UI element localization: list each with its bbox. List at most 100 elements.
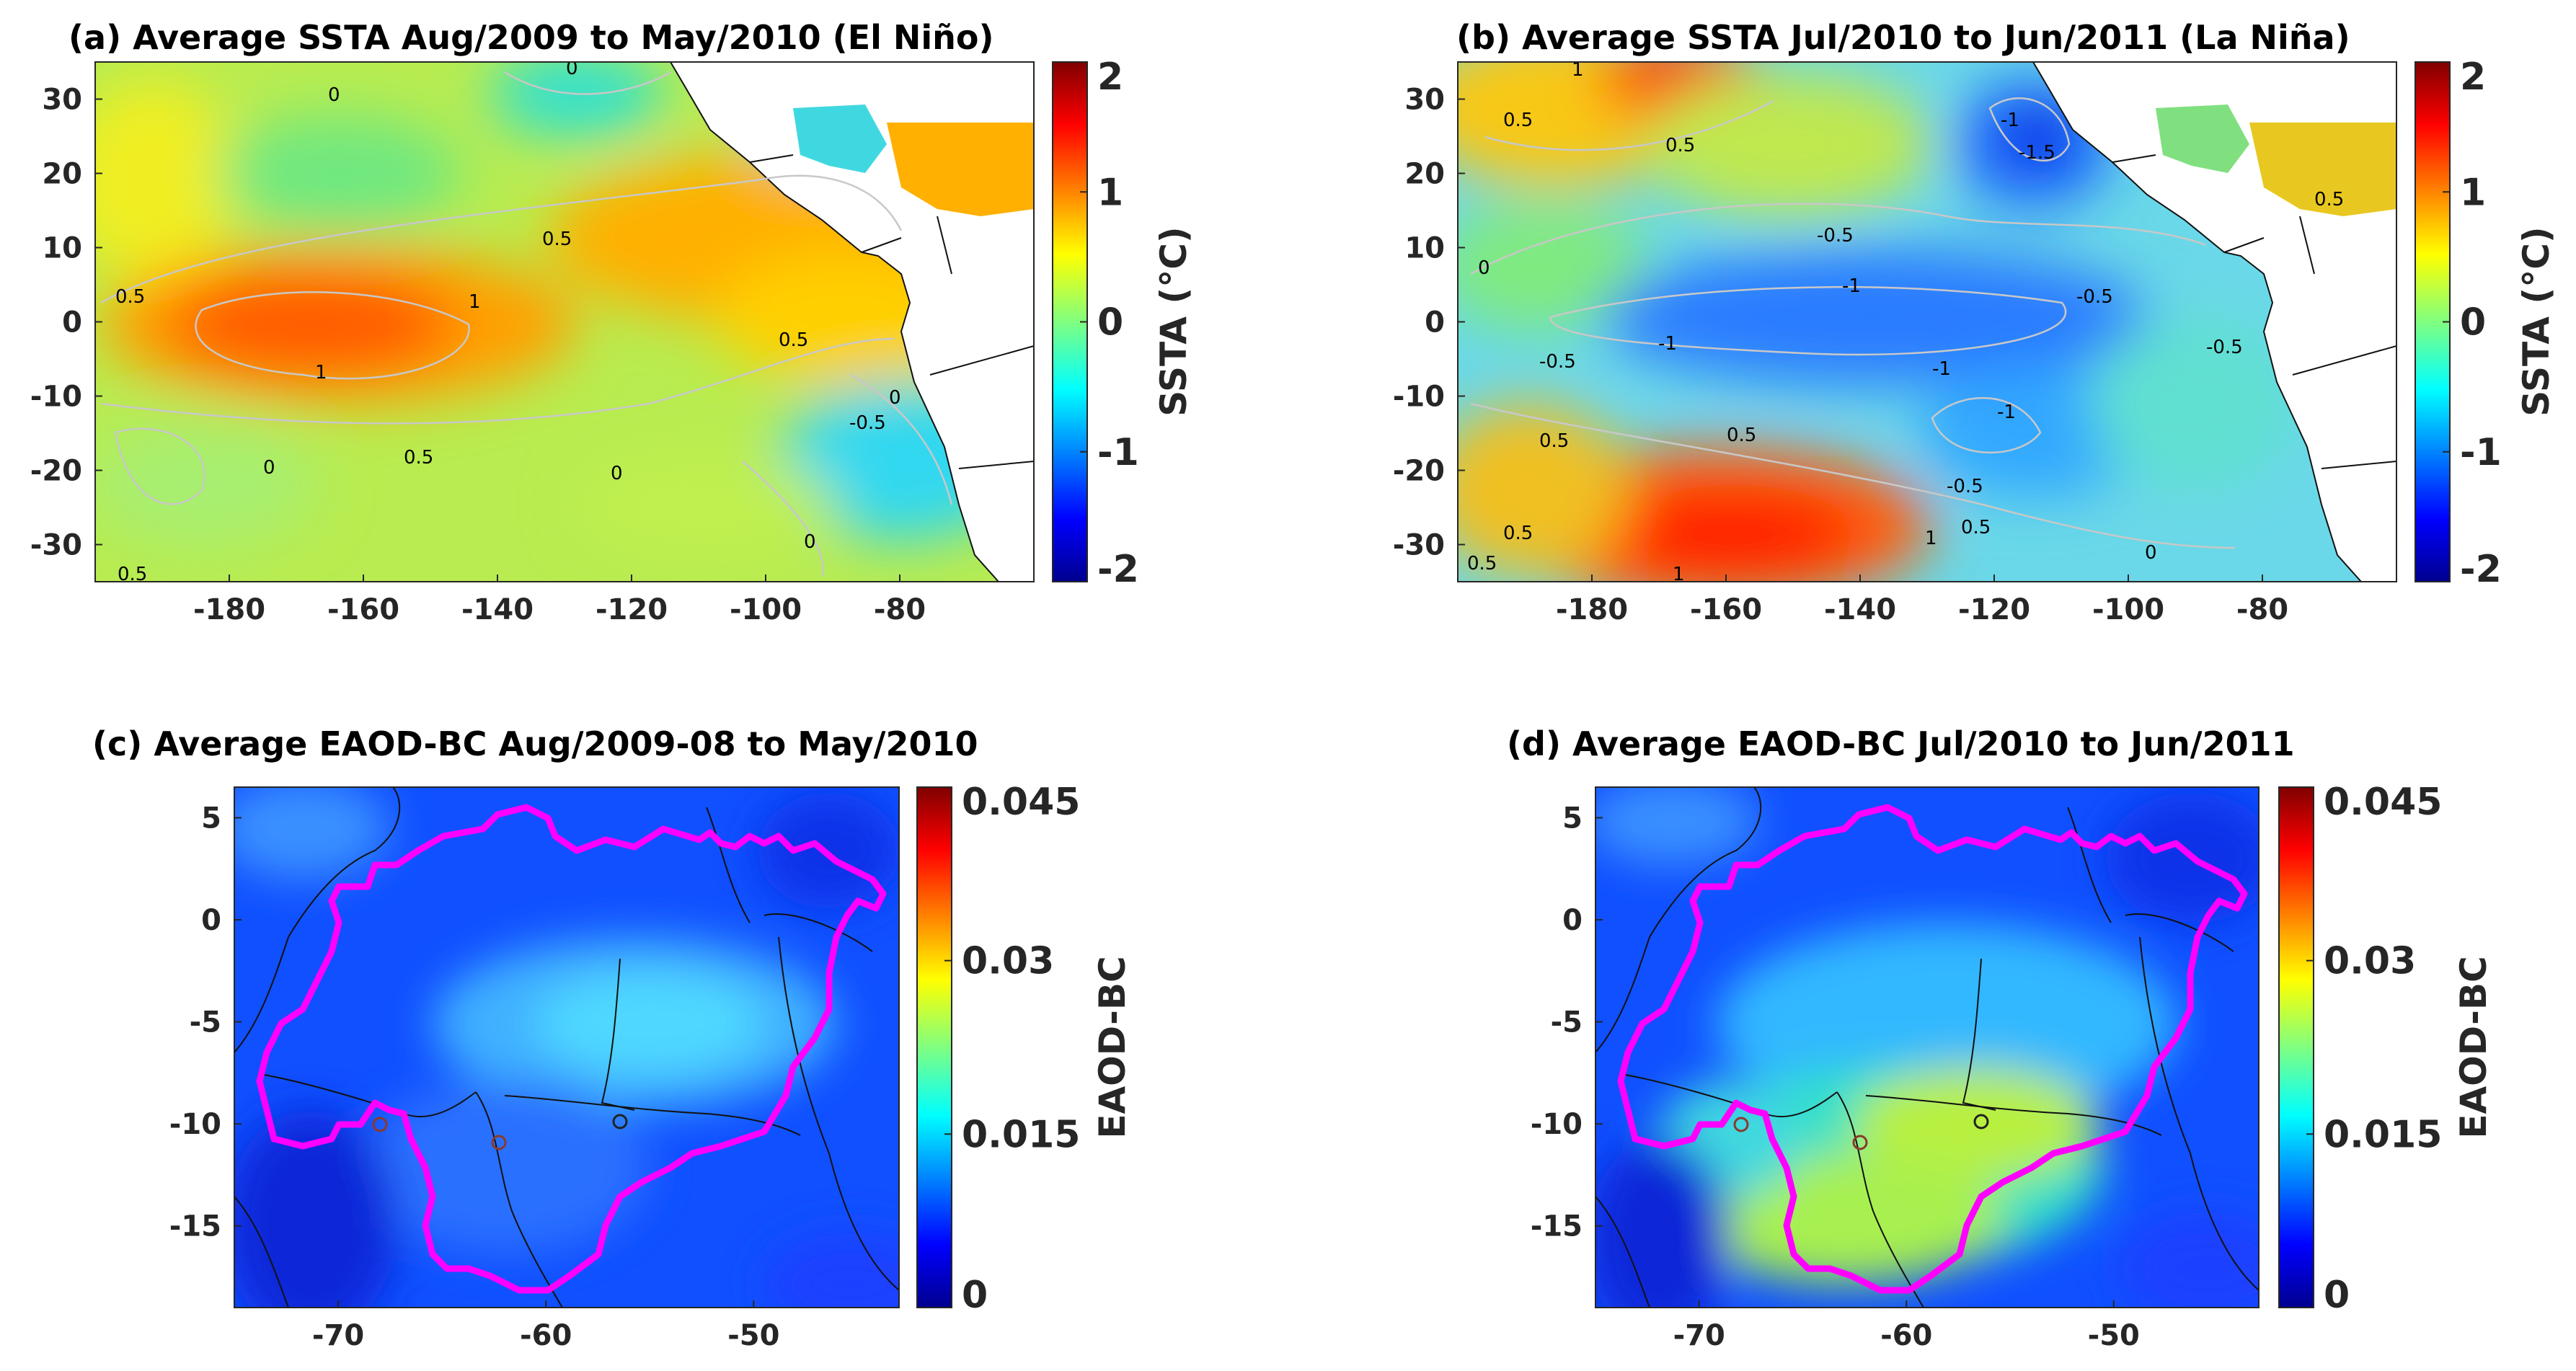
panel-a-contours [100,71,953,577]
y-tick-label: 30 [1404,84,1445,117]
contour-label: -0.5 [849,412,886,434]
x-tick-label: -100 [730,593,802,626]
x-tick-label: -50 [727,1319,779,1352]
colorbar-tick-label: -1 [2460,431,2502,474]
contour-label: -1 [1932,358,1951,380]
panel-d-frame [1595,786,2259,1308]
panel-d-borders [1595,787,2259,1308]
colorbar-tick-label: 0.015 [962,1113,1080,1156]
panel-b-map: 1 0.5 0.5 -1 -1.5 0 -0.5 -1 -1 -0.5 -1 -… [1458,59,2396,582]
y-tick-label: -20 [1393,455,1445,488]
panel-a-title: (a) Average SSTA Aug/2009 to May/2010 (E… [68,18,994,57]
x-tick-label: -60 [520,1319,572,1352]
panel-b-contour-labels: 1 0.5 0.5 -1 -1.5 0 -0.5 -1 -1 -0.5 -1 -… [1467,59,2344,582]
y-tick-label: -15 [1531,1210,1583,1243]
colorbar-tick-label: 0.015 [2324,1113,2442,1156]
y-tick-label: 0 [1425,306,1445,340]
panel-c: (c) Average EAOD-BC Aug/2009-08 to May/2… [92,724,1133,1352]
colorbar-tick-label: 0 [1097,301,1123,345]
y-tick-label: 30 [42,84,82,117]
panel-a-contour-labels: 0 0 0.5 1 0.5 1 0.5 0.5 0 -0.5 0 0 0 0.5 [115,62,901,585]
panel-a-colorbar-label: SSTA (°C) [1153,226,1195,417]
y-tick-label: -10 [30,381,82,414]
colorbar-tick-label: 0.03 [2324,940,2416,983]
contour-label: 0 [1478,257,1490,279]
y-tick-label: -15 [169,1210,221,1243]
contour-label: 0.5 [1503,110,1533,131]
panel-c-colorbar-label: EAOD-BC [1092,956,1133,1138]
contour-label: 0.5 [2314,189,2344,210]
colorbar-tick-label: 0.045 [962,781,1080,824]
contour-label: 1 [469,291,481,313]
panel-c-frame [234,786,900,1308]
panel-c-amazon-boundary [256,804,887,1294]
site-marker [491,1135,507,1150]
panel-d-colorbar-label: EAOD-BC [2453,956,2495,1138]
contour-label: 0.5 [115,286,145,308]
contour-label: -1 [1658,333,1677,355]
x-tick-label: -160 [1690,593,1762,626]
y-tick-label: 0 [201,904,221,937]
colorbar-tick-label: 2 [2460,56,2486,99]
panel-c-ticks: -70 -60 -50 5 0 -5 -10 -15 [169,802,780,1352]
panel-b-colorbar-label: SSTA (°C) [2515,226,2557,417]
contour-label: -1 [1842,275,1861,297]
panel-d-ticks: -70 -60 -50 5 0 -5 -10 -15 [1531,802,2140,1352]
panel-a-map: 0 0 0.5 1 0.5 1 0.5 0.5 0 -0.5 0 0 0 0.5 [95,62,1034,585]
x-tick-label: -180 [1556,593,1628,626]
y-tick-label: 10 [42,232,82,265]
contour-label: 0.5 [779,329,808,351]
panel-b-contours [1470,97,2236,549]
contour-label: 0.5 [1961,517,1991,538]
y-tick-label: -10 [1531,1108,1583,1141]
contour-label: 0.5 [1727,425,1756,446]
contour-label: 0.5 [1467,553,1497,574]
site-marker [612,1114,628,1130]
y-tick-label: 20 [1404,158,1445,191]
contour-label: 0 [263,457,275,479]
y-tick-label: -5 [190,1006,221,1039]
colorbar-tick-label: 0 [2324,1274,2350,1317]
colorbar-tick-label: 0 [962,1274,988,1317]
y-tick-label: 5 [201,802,221,835]
panel-d-map [1595,787,2259,1308]
contour-label: 0.5 [542,228,572,250]
x-tick-label: -80 [874,593,926,626]
x-tick-label: -120 [596,593,668,626]
panel-b-colorbar-ticks: 2 1 0 -1 -2 [2443,56,2502,591]
panel-c-colorbar-ticks: 0.045 0.03 0.015 0 [944,781,1080,1317]
colorbar-tick-label: 0.03 [962,940,1054,983]
panel-b-title: (b) Average SSTA Jul/2010 to Jun/2011 (L… [1456,18,2350,57]
contour-label: 0.5 [404,447,433,469]
x-tick-label: -70 [1673,1319,1725,1352]
contour-label: -1 [2001,110,2019,131]
x-tick-label: -100 [2092,593,2164,626]
y-tick-label: -30 [1393,529,1445,562]
colorbar-tick-label: -1 [1097,431,1139,474]
contour-label: 0 [328,84,340,106]
contour-label: 0 [611,463,623,484]
contour-label: -1.5 [2019,142,2055,164]
contour-label: 0.5 [118,564,147,585]
y-tick-label: -20 [30,455,82,488]
x-tick-label: -120 [1958,593,2030,626]
x-tick-label: -140 [461,593,534,626]
panel-a-colorbar-ticks: 2 1 0 -1 -2 [1080,56,1139,591]
x-tick-label: -160 [327,593,399,626]
x-tick-label: -180 [193,593,265,626]
y-tick-label: -10 [169,1108,221,1141]
x-tick-label: -140 [1824,593,1896,626]
contour-label: -0.5 [1817,225,1854,247]
contour-label: -0.5 [2076,286,2113,308]
panel-d: (d) Average EAOD-BC Jul/2010 to Jun/2011 [1507,724,2495,1352]
colorbar-tick-label: -2 [1097,548,1139,591]
y-tick-label: -5 [1551,1006,1583,1039]
x-tick-label: -70 [312,1319,364,1352]
panel-d-amazon-boundary [1617,804,2248,1294]
contour-label: 1 [1572,59,1584,81]
y-tick-label: 0 [62,306,82,340]
panel-c-title: (c) Average EAOD-BC Aug/2009-08 to May/2… [92,724,978,763]
colorbar-tick-label: 1 [2460,171,2486,214]
